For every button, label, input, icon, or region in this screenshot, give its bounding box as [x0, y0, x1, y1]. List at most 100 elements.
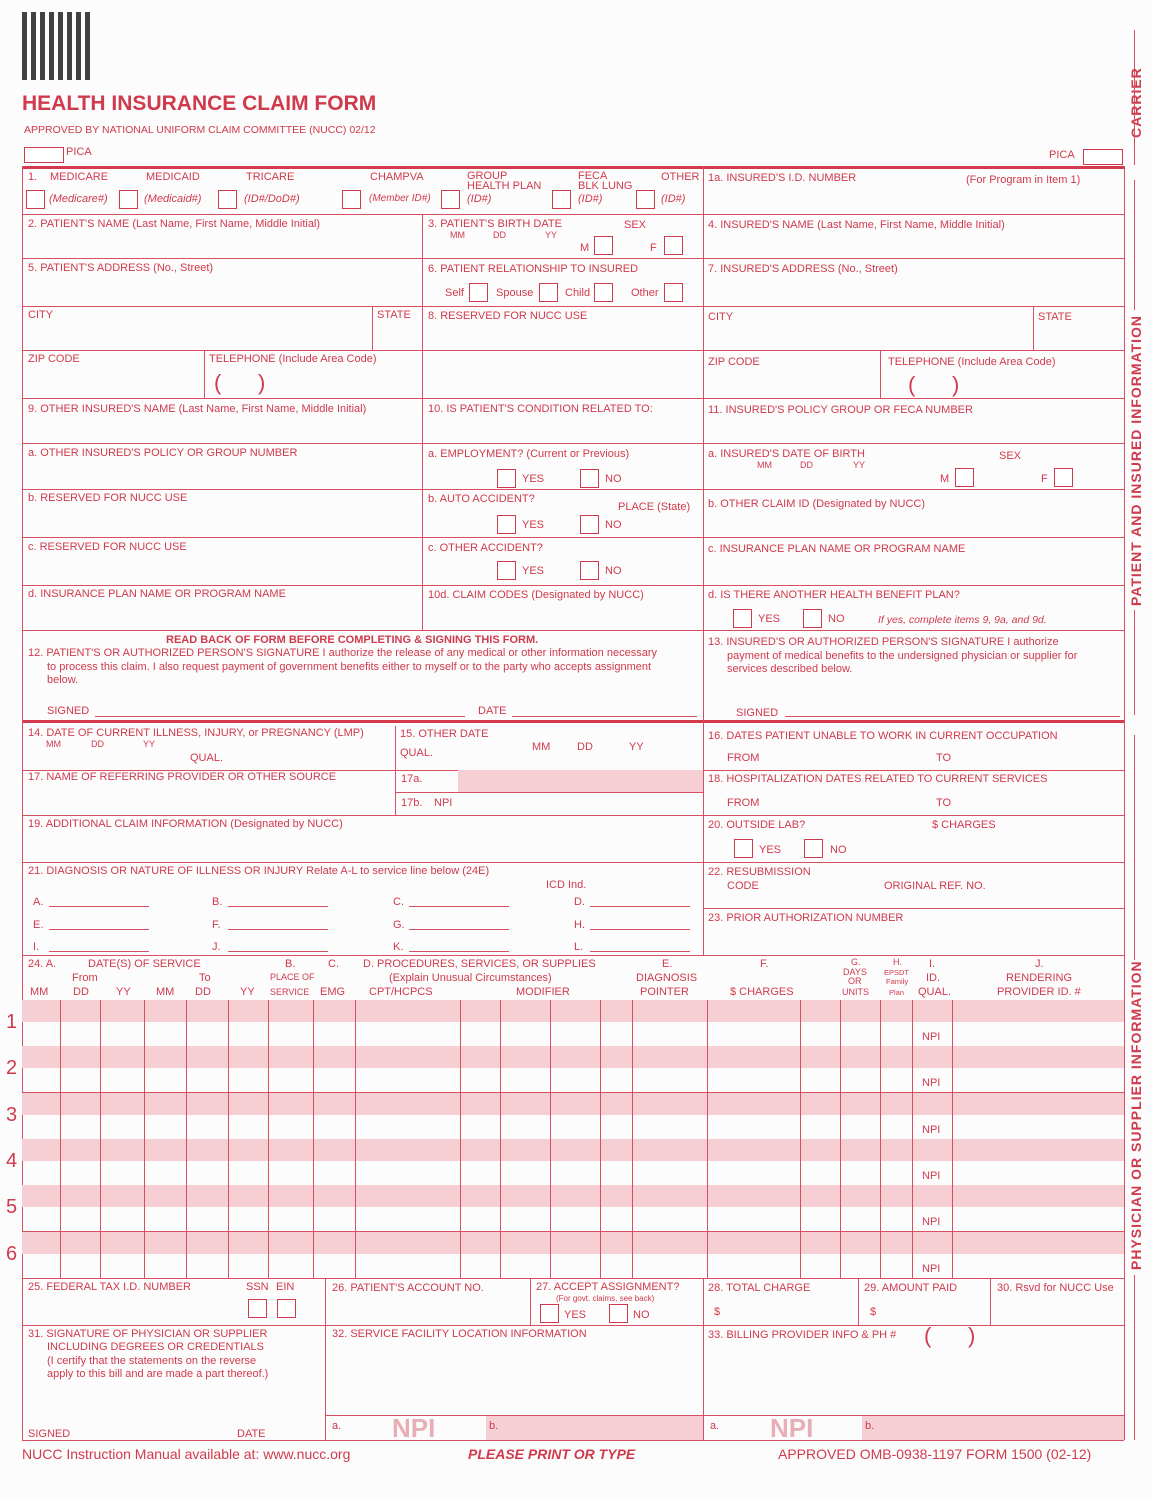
diagnosis-field[interactable] [228, 951, 328, 952]
diagnosis-field[interactable] [409, 929, 509, 930]
rule [186, 1138, 187, 1185]
rule [355, 1000, 356, 1046]
checkbox-feca[interactable] [552, 190, 571, 209]
item24g4: UNITS [842, 987, 869, 997]
item18-from: FROM [727, 797, 760, 809]
item32b: b. [489, 1420, 499, 1432]
checkbox-insured-sex-f[interactable] [1054, 468, 1073, 487]
service-line-row[interactable] [22, 1022, 1124, 1046]
checkbox-another-plan-no[interactable] [803, 609, 822, 628]
checkbox-champva[interactable] [342, 190, 361, 209]
service-line-number: 1 [6, 1011, 18, 1033]
service-line-supplemental[interactable] [22, 1092, 1124, 1115]
item12-date-line[interactable] [512, 716, 697, 717]
service-line-row[interactable] [22, 1254, 1124, 1278]
id-tricare: (ID#/DoD#) [244, 193, 300, 205]
checkbox-lab-yes[interactable] [734, 839, 753, 858]
service-line-supplemental[interactable] [22, 1231, 1124, 1254]
item14-dd: DD [91, 739, 104, 749]
item13-line2: payment of medical benefits to the under… [727, 650, 1078, 662]
item33b-field[interactable] [862, 1416, 1124, 1440]
col-dd-to: DD [195, 986, 211, 998]
auto-no: NO [605, 519, 622, 531]
lab-no: NO [830, 844, 847, 856]
diagnosis-field[interactable] [409, 951, 509, 952]
diagnosis-field[interactable] [590, 929, 690, 930]
rule [186, 1000, 187, 1046]
item24-emg: EMG [320, 986, 346, 998]
checkbox-assign-no[interactable] [609, 1304, 628, 1323]
diagnosis-letter: K. [393, 941, 404, 953]
checkbox-ssn[interactable] [248, 1299, 267, 1318]
diagnosis-field[interactable] [590, 951, 690, 952]
item24i: I. [929, 958, 936, 970]
rule [840, 1046, 841, 1093]
item27-label: 27. ACCEPT ASSIGNMENT? [536, 1281, 680, 1293]
checkbox-lab-no[interactable] [804, 839, 823, 858]
item3-f: F [650, 242, 657, 254]
diagnosis-field[interactable] [590, 906, 690, 907]
rule [395, 792, 703, 793]
rule [840, 1000, 841, 1046]
footer-omb: APPROVED OMB-0938-1197 FORM 1500 (02-12) [778, 1446, 1092, 1462]
item32b-field[interactable] [486, 1416, 703, 1440]
checkbox-employment-yes[interactable] [497, 469, 516, 488]
checkbox-medicaid[interactable] [119, 190, 138, 209]
service-line-supplemental[interactable] [22, 1046, 1124, 1069]
checkbox-tricare[interactable] [218, 190, 237, 209]
service-line-row[interactable] [22, 1068, 1124, 1092]
item14-label: 14. DATE OF CURRENT ILLNESS, INJURY, or … [28, 727, 364, 739]
rule [952, 1185, 953, 1232]
diagnosis-field[interactable] [409, 906, 509, 907]
checkbox-employment-no[interactable] [580, 469, 599, 488]
checkbox-group[interactable] [441, 190, 460, 209]
rule [313, 1138, 314, 1185]
checkbox-other-accident-yes[interactable] [497, 561, 516, 580]
diagnosis-field[interactable] [228, 929, 328, 930]
rule [1033, 306, 1034, 350]
checkbox-rel-child[interactable] [594, 283, 613, 302]
rule [204, 350, 205, 398]
checkbox-patient-sex-m[interactable] [594, 236, 613, 255]
service-line-row[interactable] [22, 1207, 1124, 1231]
checkbox-medicare[interactable] [26, 190, 45, 209]
diagnosis-field[interactable] [49, 906, 149, 907]
diagnosis-field[interactable] [49, 929, 149, 930]
item12-signature-line[interactable] [95, 716, 465, 717]
checkbox-other[interactable] [636, 190, 655, 209]
checkbox-another-plan-yes[interactable] [733, 609, 752, 628]
checkbox-assign-yes[interactable] [540, 1304, 559, 1323]
item13-signature-line[interactable] [785, 716, 1120, 717]
diagnosis-field[interactable] [49, 951, 149, 952]
checkbox-ein[interactable] [277, 1299, 296, 1318]
service-line-supplemental[interactable] [22, 1185, 1124, 1208]
service-line-supplemental[interactable] [22, 1000, 1124, 1022]
item11c-label: c. INSURANCE PLAN NAME OR PROGRAM NAME [708, 543, 966, 555]
service-line-row[interactable] [22, 1115, 1124, 1139]
rule [100, 1046, 101, 1093]
diagnosis-letter: G. [393, 919, 405, 931]
rule [228, 1185, 229, 1232]
checkbox-other-accident-no[interactable] [580, 561, 599, 580]
item9c-label: c. RESERVED FOR NUCC USE [28, 541, 187, 553]
physician-arrow-bottom [1134, 1275, 1135, 1440]
item28-dollar: $ [714, 1306, 721, 1318]
rule [707, 1092, 708, 1139]
pica-right-box[interactable] [1083, 149, 1123, 165]
service-line-row[interactable] [22, 1161, 1124, 1185]
checkbox-patient-sex-f[interactable] [664, 236, 683, 255]
checkbox-rel-other[interactable] [664, 283, 683, 302]
checkbox-auto-yes[interactable] [497, 515, 516, 534]
service-line-npi: NPI [922, 1216, 941, 1229]
checkbox-auto-no[interactable] [580, 515, 599, 534]
pica-left-box[interactable] [24, 147, 64, 163]
checkbox-insured-sex-m[interactable] [955, 468, 974, 487]
checkbox-rel-spouse[interactable] [539, 283, 558, 302]
diagnosis-letter: C. [393, 896, 404, 908]
diagnosis-field[interactable] [228, 906, 328, 907]
checkbox-rel-self[interactable] [469, 283, 488, 302]
service-line-supplemental[interactable] [22, 1138, 1124, 1161]
rule [22, 630, 1124, 631]
rule [268, 1000, 269, 1046]
item17a-field[interactable] [458, 770, 703, 792]
